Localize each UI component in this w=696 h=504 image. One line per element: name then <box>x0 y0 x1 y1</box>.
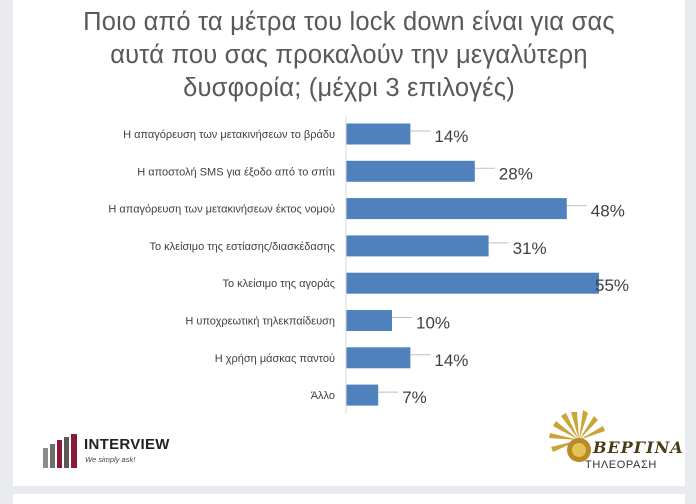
bar <box>346 272 599 294</box>
category-label: Η απαγόρευση των μετακινήσεων έκτος νομο… <box>108 204 335 216</box>
bar <box>346 160 475 182</box>
interview-bars-icon <box>43 434 77 468</box>
value-label: 55% <box>595 276 629 295</box>
vergina-subtitle: ΤΗΛΕΟΡΑΣΗ <box>585 459 657 471</box>
category-label: Άλλο <box>311 390 335 402</box>
bar <box>346 310 392 331</box>
bar <box>346 198 567 220</box>
interview-tagline: We simply ask! <box>85 455 136 464</box>
interview-logo: INTERVIEW We simply ask! <box>41 434 201 474</box>
vergina-sun-icon <box>549 410 605 462</box>
value-label: 10% <box>416 314 450 333</box>
value-label: 31% <box>513 239 547 258</box>
bar <box>346 384 379 406</box>
vergina-name: ΒΕΡΓΙΝΑ <box>593 438 684 457</box>
category-label: Η αποστολή SMS για έξοδο από το σπίτι <box>137 166 335 178</box>
bar <box>346 347 411 369</box>
bottom-band <box>13 494 685 504</box>
category-label: Η υποχρεωτική τηλεκπαίδευση <box>185 316 335 328</box>
vergina-logo: ΒΕΡΓΙΝΑ ΤΗΛΕΟΡΑΣΗ <box>549 410 683 482</box>
value-label: 48% <box>591 202 625 221</box>
category-label: Η χρήση μάσκας παντού <box>215 353 335 365</box>
category-label: Η απαγόρευση των μετακινήσεων το βράδυ <box>123 129 335 141</box>
category-label: Το κλείσιμο της αγοράς <box>223 278 336 290</box>
value-label: 14% <box>434 127 468 146</box>
value-label: 7% <box>402 388 427 407</box>
chart-title: Ποιο από τα μέτρα του lock down είναι γι… <box>83 8 615 102</box>
category-label: Το κλείσιμο της εστίασης/διασκέδασης <box>149 241 335 253</box>
bar <box>346 123 411 145</box>
bar <box>346 235 489 257</box>
value-label: 28% <box>499 164 533 183</box>
bar-chart: Η απαγόρευση των μετακινήσεων το βράδυ 14… <box>108 115 629 414</box>
interview-name: INTERVIEW <box>84 436 170 453</box>
slide: Ποιο από τα μέτρα του lock down είναι γι… <box>13 0 685 486</box>
value-label: 14% <box>434 351 468 370</box>
